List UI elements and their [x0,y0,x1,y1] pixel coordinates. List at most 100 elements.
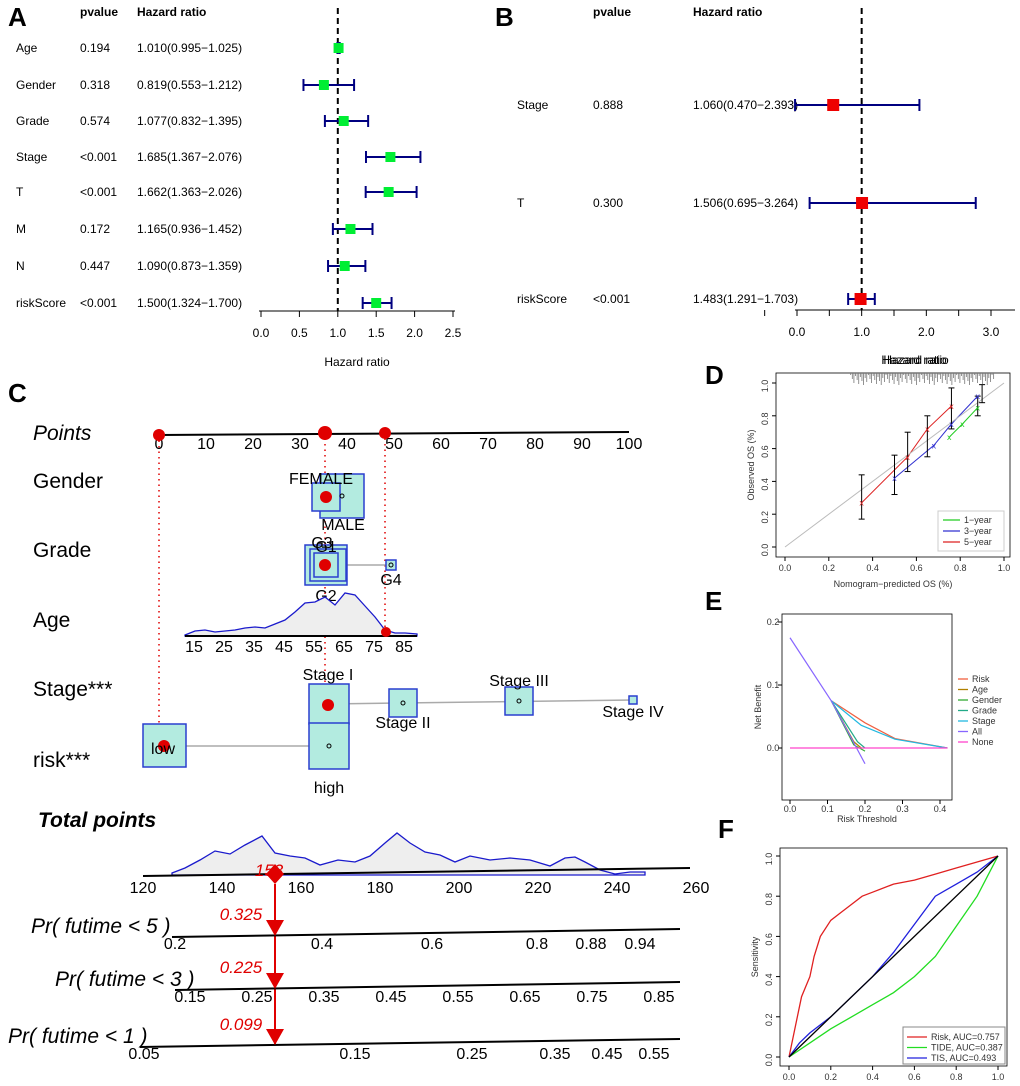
x-axis-label: Nomogram−predicted OS (%) [834,579,953,589]
nomogram-c: Points 0 10 20 30 40 50 60 70 80 90 100 Gender FEMALE… [8,422,709,1063]
total-tick-label: 240 [604,880,631,897]
pr5-tick-label: 0.88 [575,936,606,953]
legend-label: TIS, AUC=0.493 [931,1053,996,1063]
pr5-tick-label: 0.4 [311,936,333,953]
pvalue-header: pvalue [80,5,118,19]
points-tick-label: 10 [197,436,215,453]
plot-frame [779,847,1008,1067]
x-tick-label: 0.4 [866,1072,879,1082]
pr3-axis [174,981,681,991]
legend-label: 1−year [964,515,992,525]
row-hr-text: 1.662(1.363−2.026) [137,185,242,199]
age-marker [381,627,391,637]
row-pvalue: <0.001 [80,296,117,310]
series-line [788,855,999,1058]
row-pvalue: 0.447 [80,259,110,273]
y-axis-label: Observed OS (%) [746,429,756,500]
row-pvalue: <0.001 [593,292,630,306]
y-tick-label: 0.0 [767,743,780,753]
legend-label: Stage [972,716,996,726]
legend-label: All [972,727,982,737]
legend-label: Risk, AUC=0.757 [931,1032,1000,1042]
pr1-arrow [266,1029,284,1045]
total-tick-label: 220 [525,880,552,897]
x-tick-label: 1.0 [998,563,1011,573]
age-tick-label: 15 [185,639,203,656]
total-tick-label: 140 [209,880,236,897]
hr-point [827,99,840,111]
x-tick-label: 0.6 [908,1072,921,1082]
series-point: x [949,420,954,429]
x-tick-label: 1.0 [992,1072,1005,1082]
gender-level-female: FEMALE [289,471,353,488]
y-tick-label: 1.0 [760,380,770,393]
pvalue-header: pvalue [593,5,631,19]
x-tick-label: 1.0 [853,325,870,339]
row-hr-text: 1.077(0.832−1.395) [137,114,242,128]
hr-point [318,80,329,90]
y-tick-label: 1.0 [764,853,774,866]
hr-point [385,152,396,162]
risk-level-high: high [314,780,344,797]
stage-level-ii: Stage II [375,715,430,732]
hr-header: Hazard ratio [693,5,762,19]
hr-point [383,187,394,197]
y-tick-label: 0.2 [760,511,770,524]
age-tick-label: 75 [365,639,383,656]
points-tick-label: 30 [291,436,309,453]
points-tick-label: 50 [385,436,403,453]
series-line [788,855,999,1058]
total-axis [142,867,691,877]
row-pvalue: 0.194 [80,41,110,55]
total-tick-label: 120 [130,880,157,897]
plot-frame [775,372,1011,558]
legend-label: 5−year [964,537,992,547]
roc-curve-f: 0.00.20.40.60.81.00.00.20.40.60.81.01−Sp… [750,847,1008,1082]
pr5-tick-label: 0.94 [624,936,655,953]
x-tick-label: 0.6 [910,563,923,573]
legend-label: Gender [972,695,1002,705]
pr3-tick-label: 0.45 [375,989,406,1006]
x-tick-label: 0.0 [779,563,792,573]
hr-point [339,261,350,271]
panel-letter-f: F [718,814,734,844]
pr1-tick-label: 0.45 [591,1046,622,1063]
total-diamond [266,864,284,884]
pr1-value: 0.099 [220,1015,263,1034]
y-tick-label: 0.4 [764,973,774,986]
points-tick-label: 40 [338,436,356,453]
series-point: x [975,404,980,413]
x-tick-label: 0.1 [821,804,834,814]
pr5-label: Pr( futime < 5 ) [31,915,170,938]
series-point: x [932,441,937,450]
pr1-tick-label: 0.55 [638,1046,669,1063]
y-tick-label: 0.8 [764,893,774,906]
age-tick-label: 35 [245,639,263,656]
hr-point [338,116,349,126]
age-density [184,592,418,637]
grade-label: Grade [33,539,91,562]
row-hr-text: 1.483(1.291−1.703) [693,292,798,306]
total-tick-label: 180 [367,880,394,897]
row-hr-text: 1.685(1.367−2.076) [137,150,242,164]
hr-point [371,298,382,308]
risk-label: risk*** [33,749,90,772]
pr3-tick-label: 0.85 [643,989,674,1006]
stage-box-ii [388,688,418,718]
row-hr-text: 1.060(0.470−2.393) [693,98,798,112]
row-label: Grade [16,114,50,128]
series-line [789,637,866,765]
series-point: x [925,425,930,434]
legend-label: TIDE, AUC=0.387 [931,1043,1003,1053]
y-tick-label: 0.8 [760,413,770,426]
hr-point [333,43,344,53]
y-tick-label: 0.6 [760,445,770,458]
grade-level-g4: G4 [380,572,401,589]
pr1-axis [139,1038,681,1048]
x-tick-label: 0.0 [253,326,270,340]
row-hr-text: 1.165(0.936−1.452) [137,222,242,236]
pr3-tick-label: 0.25 [241,989,272,1006]
x-tick-label: 0.4 [866,563,879,573]
